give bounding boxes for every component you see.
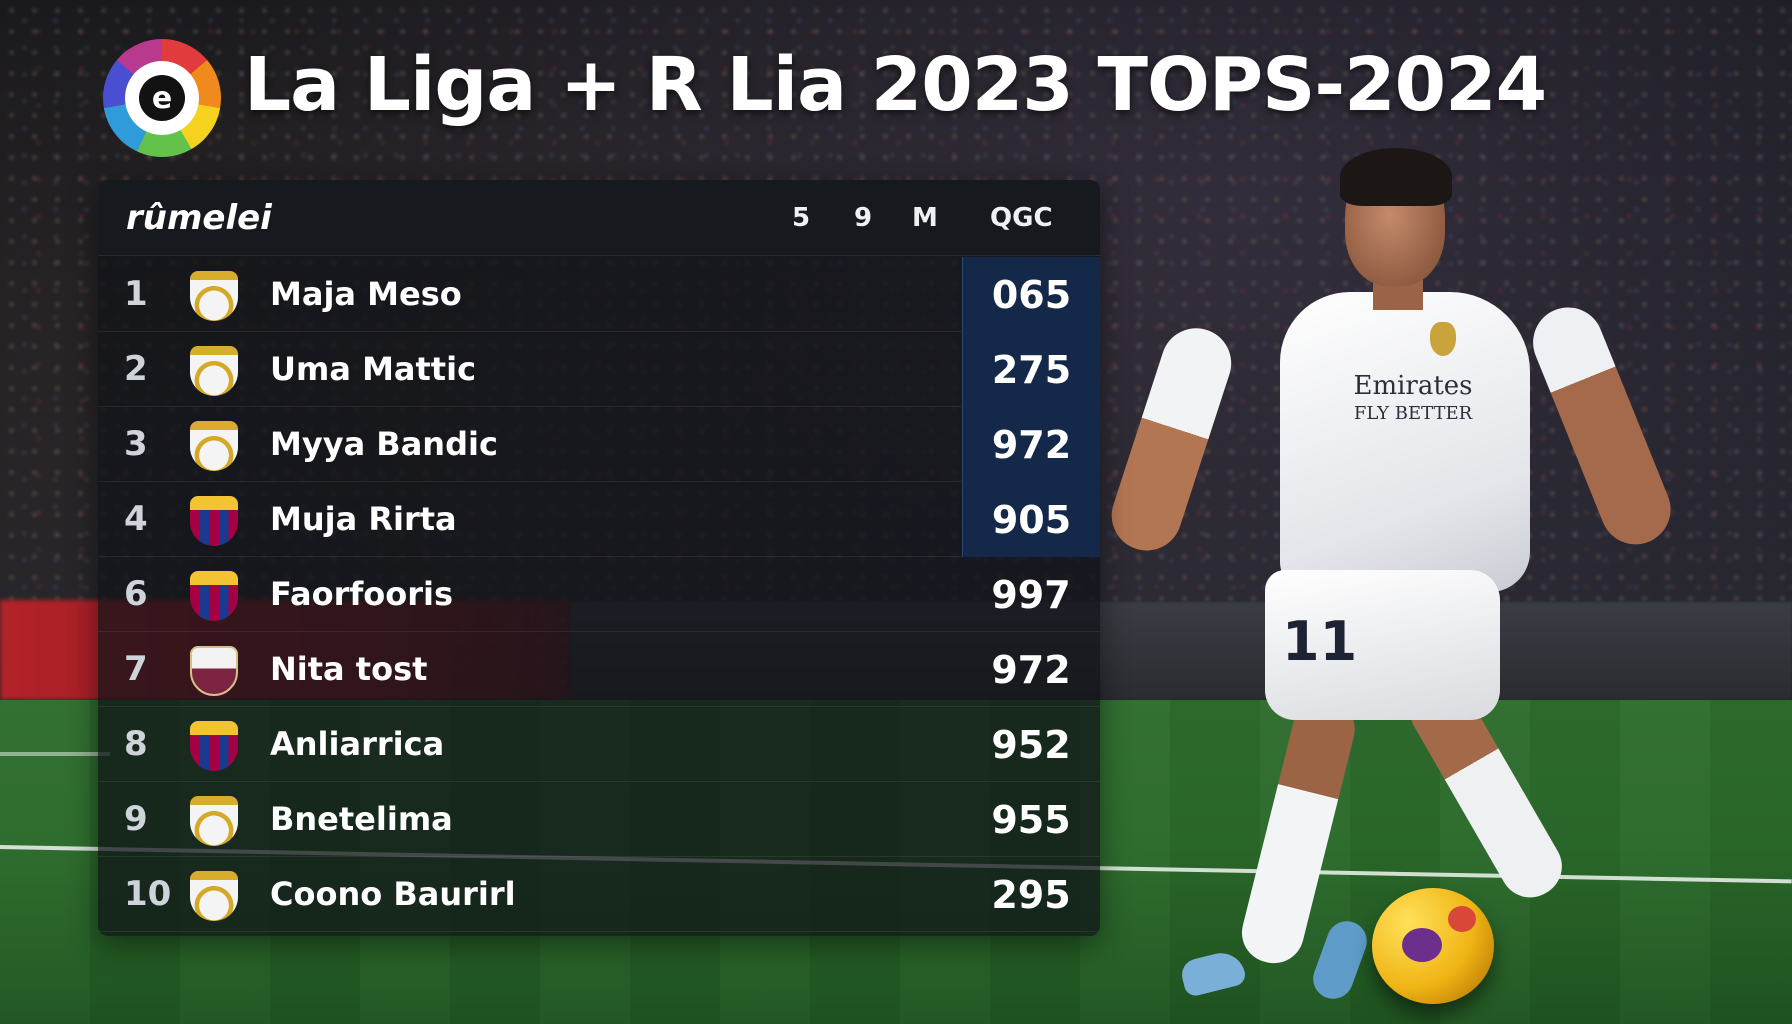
table-row[interactable]: 9 Bnetelima 955 <box>98 782 1100 857</box>
shirt-sponsor: Emirates FLY BETTER <box>1323 372 1503 428</box>
table-row[interactable]: 2 Uma Mattic 275 <box>98 332 1100 407</box>
rank-number: 9 <box>124 799 148 839</box>
column-header: 9 <box>854 203 873 233</box>
player-name: Uma Mattic <box>270 350 477 388</box>
column-header: 5 <box>792 203 811 233</box>
score-cell: 275 <box>962 332 1100 407</box>
player-shirt <box>1280 292 1530 592</box>
table-row[interactable]: 6 Faorfooris 997 <box>98 557 1100 632</box>
shorts-number: 11 <box>1282 610 1358 673</box>
football-icon <box>1372 888 1494 1004</box>
player-shorts <box>1265 570 1500 720</box>
player-hair <box>1340 148 1452 206</box>
real-madrid-crest-icon <box>190 346 238 396</box>
score-cell: 955 <box>991 797 1071 842</box>
player-name: Coono Baurirl <box>270 875 516 913</box>
table-title: rûmelei <box>126 198 272 238</box>
player-name: Maja Meso <box>270 275 462 313</box>
sponsor-line-2: FLY BETTER <box>1353 403 1473 424</box>
rank-number: 6 <box>124 574 148 614</box>
score-cell: 905 <box>962 482 1100 557</box>
barcelona-crest-icon <box>190 571 238 621</box>
rank-number: 2 <box>124 349 148 389</box>
column-header: M <box>912 203 938 233</box>
score-cell: 295 <box>991 872 1071 917</box>
logo-letter: e <box>139 75 185 121</box>
real-madrid-crest-icon <box>190 796 238 846</box>
score-cell: 972 <box>962 407 1100 482</box>
table-row[interactable]: 10 Coono Baurirl 295 <box>98 857 1100 932</box>
score-cell: 065 <box>962 257 1100 332</box>
player-name: Muja Rirta <box>270 500 457 538</box>
real-madrid-crest-icon <box>190 871 238 921</box>
laliga-logo-icon: e <box>103 39 221 157</box>
sponsor-line-1: Emirates <box>1353 371 1473 401</box>
ranking-table: rûmelei 5 9 M QGC 1 Maja Meso 065 2 Uma Matt… <box>98 180 1100 936</box>
table-row[interactable]: 8 Anliarrica 952 <box>98 707 1100 782</box>
column-header: QGC <box>990 203 1053 233</box>
table-row[interactable]: 3 Myya Bandic 972 <box>98 407 1100 482</box>
page-title: La Liga + R Lia 2023 TOPS-2024 <box>244 42 1547 128</box>
player-name: Anliarrica <box>270 725 445 763</box>
table-row[interactable]: 1 Maja Meso 065 <box>98 257 1100 332</box>
pitch-line <box>0 752 110 756</box>
player-name: Myya Bandic <box>270 425 498 463</box>
rank-number: 4 <box>124 499 148 539</box>
boot-icon <box>1178 948 1248 998</box>
shirt-badge-icon <box>1430 322 1456 356</box>
player-arm <box>1522 296 1682 555</box>
score-cell: 972 <box>991 647 1071 692</box>
rank-number: 3 <box>124 424 148 464</box>
player-figure: Emirates FLY BETTER 11 <box>1102 140 1690 1005</box>
real-madrid-crest-icon <box>190 271 238 321</box>
rank-number: 10 <box>124 874 172 914</box>
player-name: Faorfooris <box>270 575 454 613</box>
player-name: Bnetelima <box>270 800 453 838</box>
table-header: rûmelei 5 9 M QGC <box>98 180 1100 256</box>
score-cell: 952 <box>991 722 1071 767</box>
rank-number: 7 <box>124 649 148 689</box>
barcelona-crest-icon <box>190 496 238 546</box>
player-name: Nita tost <box>270 650 428 688</box>
score-cell: 997 <box>991 572 1071 617</box>
club-crest-icon <box>190 646 238 696</box>
table-row[interactable]: 7 Nita tost 972 <box>98 632 1100 707</box>
rank-number: 1 <box>124 274 148 314</box>
boot-icon <box>1307 915 1373 1005</box>
table-row[interactable]: 4 Muja Rirta 905 <box>98 482 1100 557</box>
real-madrid-crest-icon <box>190 421 238 471</box>
barcelona-crest-icon <box>190 721 238 771</box>
rank-number: 8 <box>124 724 148 764</box>
